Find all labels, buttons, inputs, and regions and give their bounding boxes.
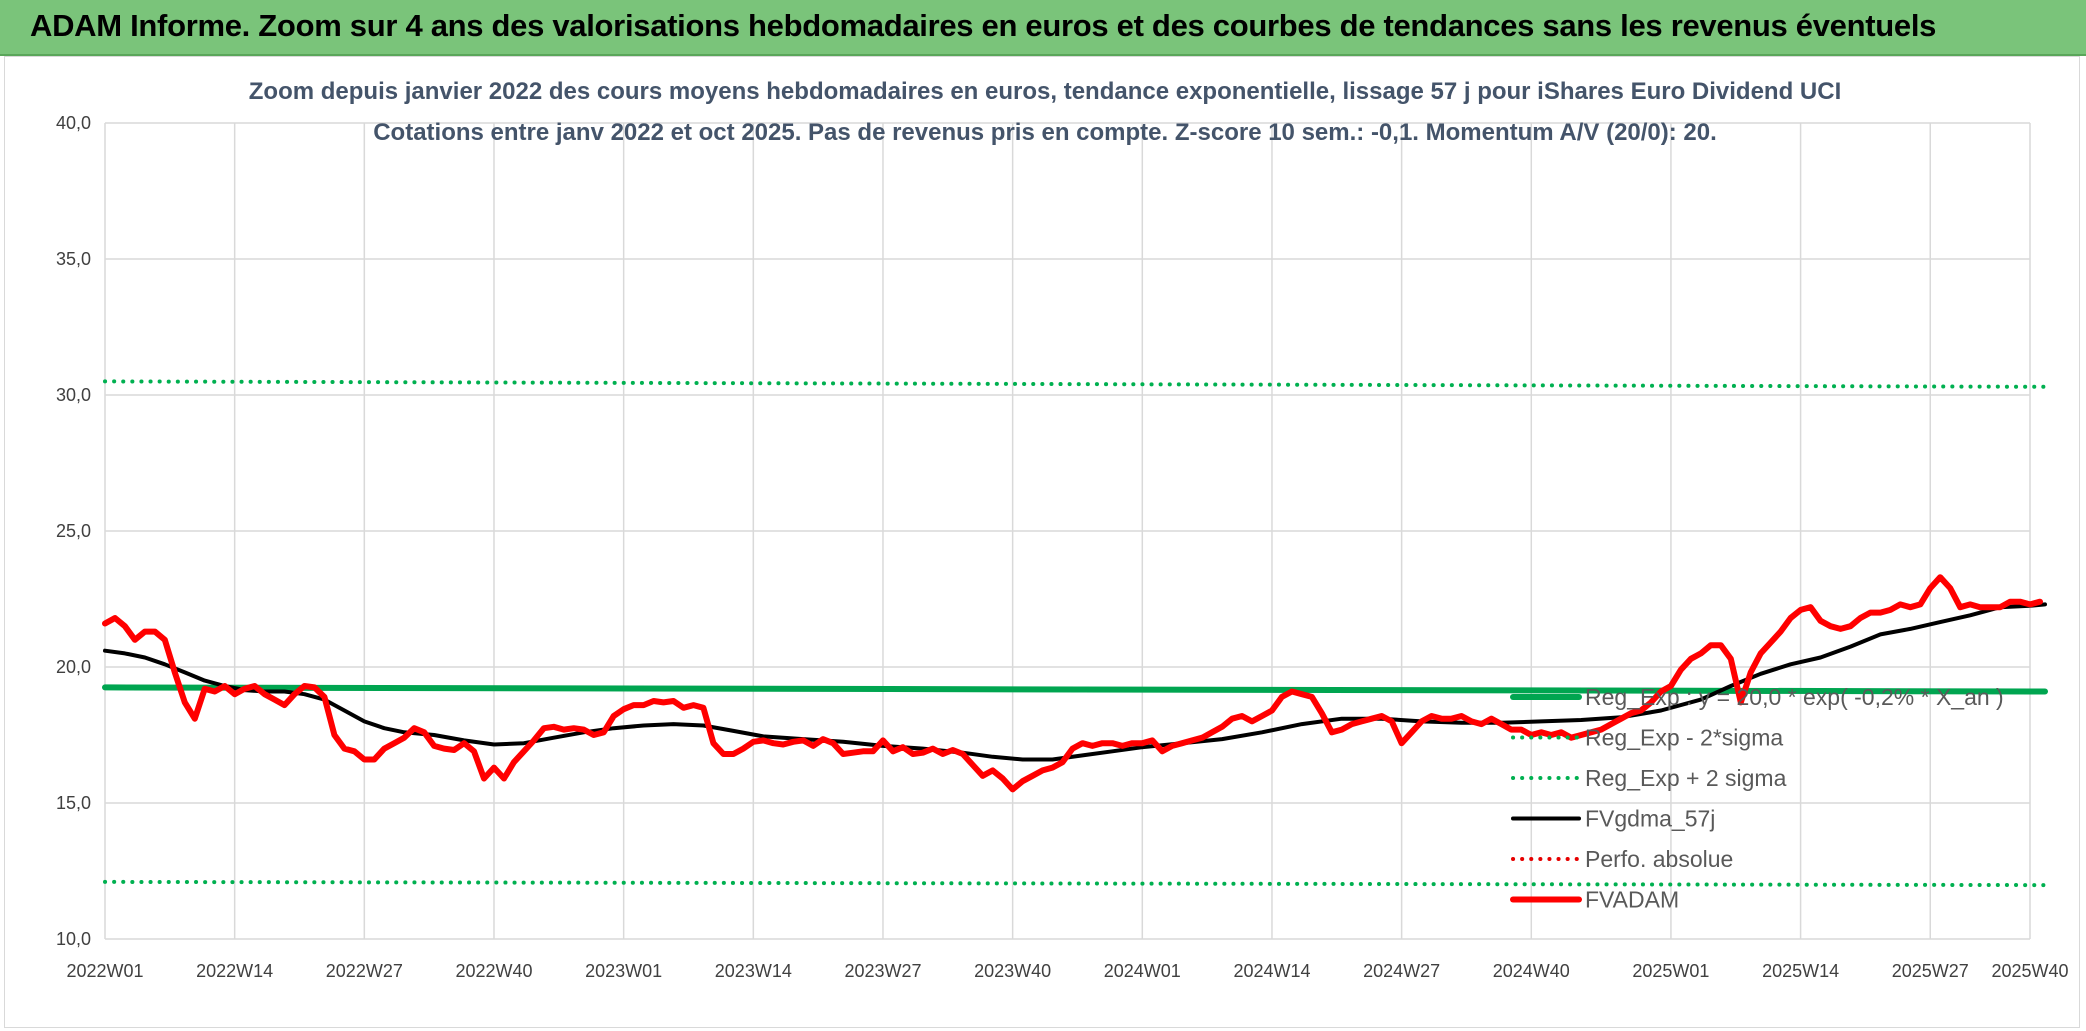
x-tick-label: 2025W14 <box>1762 961 1839 981</box>
x-tick-label: 2025W01 <box>1632 961 1709 981</box>
report-banner: ADAM Informe. Zoom sur 4 ans des valoris… <box>0 0 2086 56</box>
line-chart: Zoom depuis janvier 2022 des cours moyen… <box>56 78 2069 981</box>
x-tick-label: 2022W14 <box>196 961 273 981</box>
x-tick-label: 2024W01 <box>1104 961 1181 981</box>
x-tick-label: 2022W27 <box>326 961 403 981</box>
x-tick-label: 2024W27 <box>1363 961 1440 981</box>
chart-frame: Zoom depuis janvier 2022 des cours moyen… <box>4 56 2080 1028</box>
x-tick-label: 2025W40 <box>1991 961 2068 981</box>
y-tick-label: 15,0 <box>56 793 91 813</box>
x-tick-label: 2024W40 <box>1493 961 1570 981</box>
legend-label: Reg_Exp : y = 20,0 * exp( -0,2% * X_an ) <box>1585 684 2004 710</box>
x-tick-label: 2023W01 <box>585 961 662 981</box>
legend-label: FVgdma_57j <box>1585 806 1715 832</box>
y-tick-label: 20,0 <box>56 657 91 677</box>
x-tick-label: 2023W27 <box>844 961 921 981</box>
y-tick-label: 35,0 <box>56 249 91 269</box>
legend: Reg_Exp : y = 20,0 * exp( -0,2% * X_an )… <box>1510 684 2004 913</box>
x-tick-label: 2025W27 <box>1892 961 1969 981</box>
y-tick-label: 40,0 <box>56 113 91 133</box>
x-tick-label: 2022W01 <box>66 961 143 981</box>
series-line-fvadam <box>102 574 2043 793</box>
legend-label: FVADAM <box>1585 887 1679 913</box>
series-line-reg-exp <box>103 879 2047 888</box>
x-tick-label: 2023W40 <box>974 961 1051 981</box>
legend-label: Perfo. absolue <box>1585 846 1733 872</box>
series-layer <box>102 379 2048 888</box>
report-title: ADAM Informe. Zoom sur 4 ans des valoris… <box>30 8 1937 43</box>
legend-label: Reg_Exp + 2 sigma <box>1585 765 1787 791</box>
series-line-reg-exp <box>103 379 2047 389</box>
grid <box>104 122 2031 940</box>
chart-title-line-1: Zoom depuis janvier 2022 des cours moyen… <box>249 78 1842 105</box>
x-tick-label: 2022W40 <box>455 961 532 981</box>
y-tick-label: 25,0 <box>56 521 91 541</box>
axis-labels: 10,0 15,0 20,0 25,0 30,0 35,0 40,0 2022W01 2022W… <box>56 113 2069 981</box>
y-tick-label: 10,0 <box>56 929 91 949</box>
y-tick-label: 30,0 <box>56 385 91 405</box>
x-tick-label: 2023W14 <box>715 961 792 981</box>
chart-title-line-2: Cotations entre janv 2022 et oct 2025. P… <box>373 119 1717 146</box>
legend-label: Reg_Exp - 2*sigma <box>1585 725 1783 751</box>
x-tick-label: 2024W14 <box>1233 961 1310 981</box>
